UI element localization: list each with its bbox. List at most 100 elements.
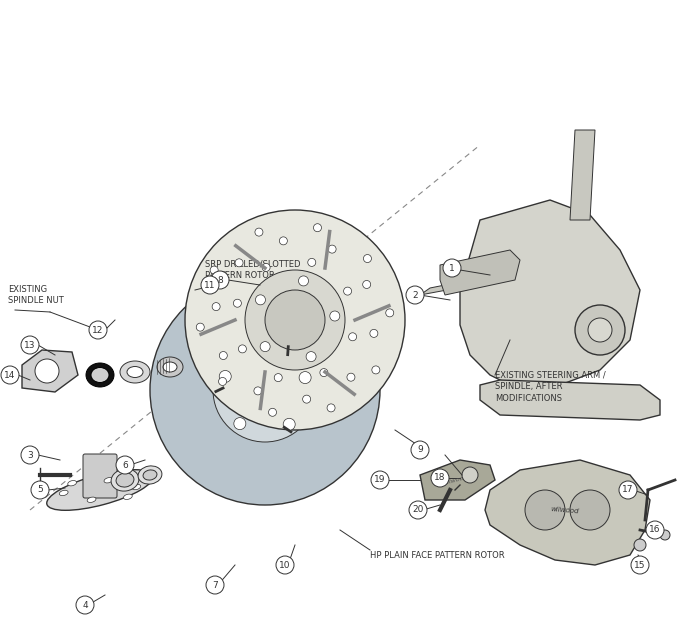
Circle shape [21,446,39,464]
Circle shape [245,270,345,370]
Circle shape [575,305,625,355]
Polygon shape [460,200,640,390]
Circle shape [218,378,227,385]
Ellipse shape [157,357,183,377]
Circle shape [279,237,288,245]
Circle shape [212,303,220,311]
Text: wilwood: wilwood [442,474,468,486]
Circle shape [462,467,478,483]
Circle shape [269,408,276,416]
Circle shape [372,366,380,374]
Circle shape [274,374,282,381]
Circle shape [76,596,94,614]
Ellipse shape [60,490,68,496]
Ellipse shape [47,470,153,511]
Circle shape [660,530,670,540]
Ellipse shape [104,477,113,483]
Text: 5: 5 [37,486,43,495]
Circle shape [89,321,107,339]
Ellipse shape [68,481,76,486]
Text: 2: 2 [412,291,418,300]
Circle shape [284,419,295,430]
Text: EXISTING
SPINDLE NUT: EXISTING SPINDLE NUT [8,284,64,305]
Circle shape [363,281,371,288]
Circle shape [150,275,380,505]
Text: 19: 19 [374,475,386,484]
Polygon shape [22,350,78,392]
Circle shape [219,371,231,383]
Ellipse shape [163,362,177,372]
Circle shape [347,373,355,381]
Circle shape [196,323,204,331]
Circle shape [260,342,270,351]
FancyBboxPatch shape [83,454,117,498]
Circle shape [211,271,229,289]
Circle shape [201,276,219,294]
Circle shape [363,254,372,263]
Text: 4: 4 [82,601,88,610]
Circle shape [308,258,316,266]
Polygon shape [420,275,495,295]
Circle shape [349,333,356,341]
Circle shape [206,576,224,594]
Text: SRP DRILLED/SLOTTED
PATTERN ROTOR: SRP DRILLED/SLOTTED PATTERN ROTOR [205,259,300,281]
Text: 14: 14 [4,371,15,380]
Ellipse shape [88,497,96,502]
Text: EXISTING STEERING ARM /
SPINDLE, AFTER
MODIFICATIONS: EXISTING STEERING ARM / SPINDLE, AFTER M… [495,370,606,403]
Ellipse shape [127,367,143,378]
Ellipse shape [143,470,157,480]
Circle shape [371,471,389,489]
Circle shape [443,259,461,277]
Text: 11: 11 [204,281,216,289]
Circle shape [411,441,429,459]
Text: HP PLAIN FACE PATTERN ROTOR: HP PLAIN FACE PATTERN ROTOR [370,551,505,560]
Text: 6: 6 [122,461,128,470]
Circle shape [256,295,265,305]
Circle shape [386,309,393,317]
Text: 3: 3 [27,450,33,459]
Circle shape [320,369,328,376]
Circle shape [330,311,340,321]
Polygon shape [420,460,495,500]
Circle shape [255,228,263,236]
Circle shape [21,336,39,354]
Circle shape [213,338,317,442]
Circle shape [260,342,272,354]
Circle shape [619,481,637,499]
Circle shape [314,224,321,232]
Circle shape [298,276,309,286]
Circle shape [570,490,610,530]
Circle shape [525,490,565,530]
Ellipse shape [132,484,141,489]
Polygon shape [570,130,595,220]
Text: 15: 15 [634,560,645,569]
Ellipse shape [91,367,109,383]
Ellipse shape [111,469,139,491]
Circle shape [235,259,243,267]
Text: wilwood: wilwood [550,506,580,514]
Circle shape [302,395,311,403]
Circle shape [239,345,246,353]
Circle shape [234,418,246,429]
Text: 13: 13 [25,341,36,350]
Circle shape [406,286,424,304]
Text: 8: 8 [217,275,223,284]
Text: 16: 16 [650,525,661,534]
Circle shape [210,266,218,274]
Circle shape [276,556,294,574]
Text: 1: 1 [449,263,455,272]
Circle shape [219,351,228,360]
Polygon shape [480,380,660,420]
Circle shape [370,329,378,337]
Circle shape [299,372,311,383]
Polygon shape [440,250,520,295]
Circle shape [409,501,427,519]
Circle shape [254,387,262,395]
Text: 12: 12 [92,325,104,334]
Circle shape [265,290,325,350]
Ellipse shape [86,363,114,387]
Circle shape [116,456,134,474]
Circle shape [588,318,612,342]
Text: 7: 7 [212,580,218,590]
Circle shape [306,351,316,362]
